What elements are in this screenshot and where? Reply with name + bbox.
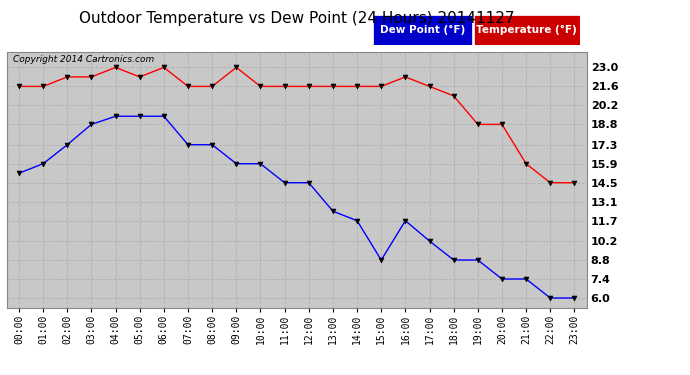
Text: Copyright 2014 Cartronics.com: Copyright 2014 Cartronics.com bbox=[12, 55, 154, 64]
FancyBboxPatch shape bbox=[474, 15, 580, 45]
Text: Dew Point (°F): Dew Point (°F) bbox=[380, 25, 465, 35]
Text: Temperature (°F): Temperature (°F) bbox=[476, 25, 578, 35]
FancyBboxPatch shape bbox=[373, 15, 472, 45]
Text: Outdoor Temperature vs Dew Point (24 Hours) 20141127: Outdoor Temperature vs Dew Point (24 Hou… bbox=[79, 11, 515, 26]
